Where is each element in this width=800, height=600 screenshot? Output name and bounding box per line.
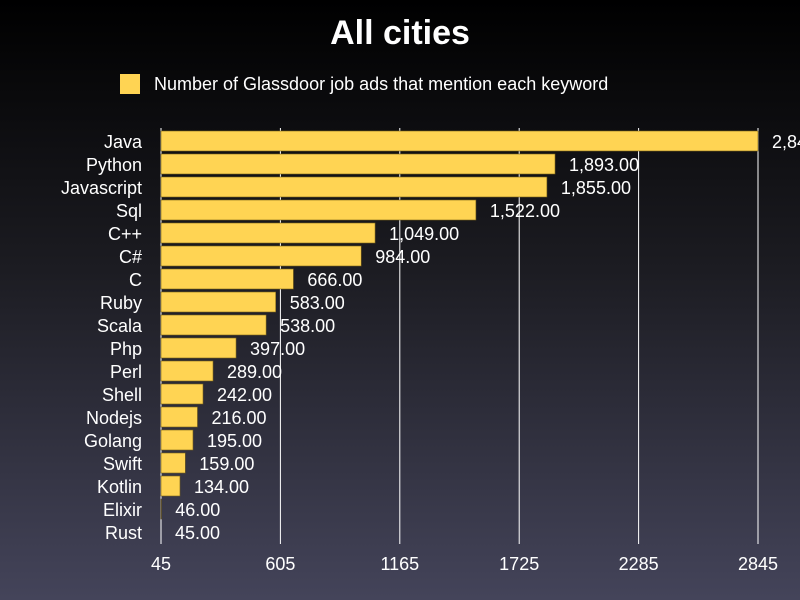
x-tick-label: 1725	[499, 554, 539, 574]
category-label: Nodejs	[86, 408, 142, 428]
bar	[160, 222, 376, 244]
bar	[160, 130, 759, 152]
bar	[160, 383, 204, 405]
x-tick-label: 2845	[738, 554, 778, 574]
data-label: 195.00	[207, 431, 262, 451]
x-tick-label: 45	[151, 554, 171, 574]
legend-swatch	[120, 74, 140, 94]
category-label: Ruby	[100, 293, 142, 313]
category-label: Swift	[103, 454, 142, 474]
bar	[160, 268, 294, 290]
data-label: 216.00	[211, 408, 266, 428]
category-label: Javascript	[61, 178, 142, 198]
bar	[160, 245, 362, 267]
bar	[160, 291, 277, 313]
data-label: 45.00	[175, 523, 220, 543]
category-label: Kotlin	[97, 477, 142, 497]
legend: Number of Glassdoor job ads that mention…	[120, 72, 608, 96]
data-label: 1,893.00	[569, 155, 639, 175]
bar	[160, 153, 556, 175]
data-label: 134.00	[194, 477, 249, 497]
data-label: 1,522.00	[490, 201, 560, 221]
bar	[160, 314, 267, 336]
grid-lines	[160, 128, 759, 544]
data-label: 666.00	[307, 270, 362, 290]
category-label: Elixir	[103, 500, 142, 520]
category-label: C#	[119, 247, 142, 267]
x-tick-label: 2285	[619, 554, 659, 574]
legend-label: Number of Glassdoor job ads that mention…	[154, 73, 609, 94]
category-labels: Java Python Javascript Sql C++ C# C Ruby Scala Ph…	[61, 132, 143, 543]
category-label: Scala	[97, 316, 143, 336]
chart-title: All cities	[330, 14, 470, 52]
category-label: Java	[104, 132, 143, 152]
category-label: Shell	[102, 385, 142, 405]
bar	[160, 360, 214, 382]
x-tick-label: 1165	[380, 554, 419, 574]
category-label: Golang	[84, 431, 142, 451]
data-label: 159.00	[199, 454, 254, 474]
category-label: Rust	[105, 523, 142, 543]
data-label: 242.00	[217, 385, 272, 405]
bars	[160, 130, 759, 520]
category-label: Php	[110, 339, 142, 359]
data-label: 397.00	[250, 339, 305, 359]
category-label: Perl	[110, 362, 142, 382]
x-tick-label: 605	[265, 554, 295, 574]
data-label: 1,855.00	[561, 178, 631, 198]
bar	[160, 176, 548, 198]
category-label: C++	[108, 224, 142, 244]
category-label: Sql	[116, 201, 142, 221]
data-label: 289.00	[227, 362, 282, 382]
bar	[160, 199, 477, 221]
category-label: Python	[86, 155, 142, 175]
data-label: 46.00	[175, 500, 220, 520]
bar	[160, 475, 181, 497]
data-label: 538.00	[280, 316, 335, 336]
bar	[160, 337, 237, 359]
bar	[160, 406, 198, 428]
data-label: 984.00	[375, 247, 430, 267]
data-label: 583.00	[290, 293, 345, 313]
bar	[160, 429, 194, 451]
category-label: C	[129, 270, 142, 290]
data-labels: 2,84 1,893.00 1,855.001,522.00 1,049.00 984.…	[175, 132, 800, 543]
data-label: 1,049.00	[389, 224, 459, 244]
bar	[160, 452, 186, 474]
x-tick-labels: 45 605 1165 1725 2285 2845	[151, 554, 778, 574]
data-label: 2,84	[772, 132, 800, 152]
